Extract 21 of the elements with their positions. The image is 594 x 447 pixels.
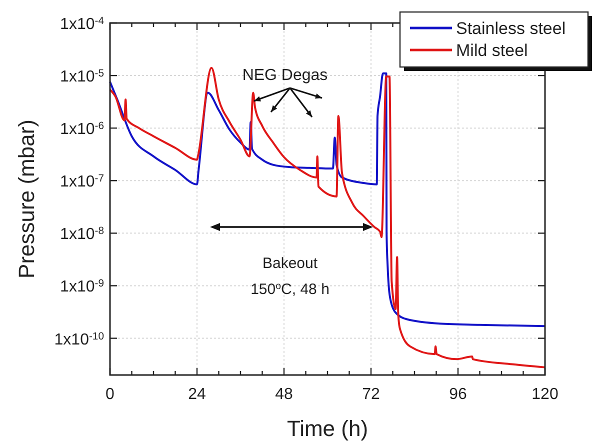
y-axis-title: Pressure (mbar)	[14, 120, 39, 278]
y-tick-label: 1x10$^{-8}$	[60, 226, 104, 244]
x-tick-label: 96	[449, 386, 467, 403]
line-series	[109, 66, 546, 368]
annotation: Bakeout	[262, 255, 318, 272]
y-tick-label: 1x10$^{-5}$	[60, 68, 104, 86]
x-tick-label: 72	[362, 386, 380, 403]
x-tick-label: 120	[532, 386, 558, 403]
x-axis-title: Time (h)	[286, 416, 368, 441]
y-tick-label: 1x10$^{-10}$	[54, 330, 104, 348]
y-tick-label: 1x10$^{-4}$	[60, 16, 104, 33]
y-tick-label: 1x10$^{-7}$	[60, 173, 104, 191]
x-tick-label: 48	[275, 386, 293, 403]
annotation: NEG Degas	[242, 67, 328, 84]
legend-label: Mild steel	[456, 41, 528, 60]
x-tick-label: 0	[106, 386, 115, 403]
y-tick-label: 1x10$^{-6}$	[60, 120, 104, 138]
x-tick-label: 24	[188, 386, 206, 403]
annotation: 150$^{o}$C, 48 h	[250, 280, 330, 298]
legend-label: Stainless steel	[456, 19, 566, 38]
y-tick-label: 1x10$^{-9}$	[60, 278, 104, 296]
